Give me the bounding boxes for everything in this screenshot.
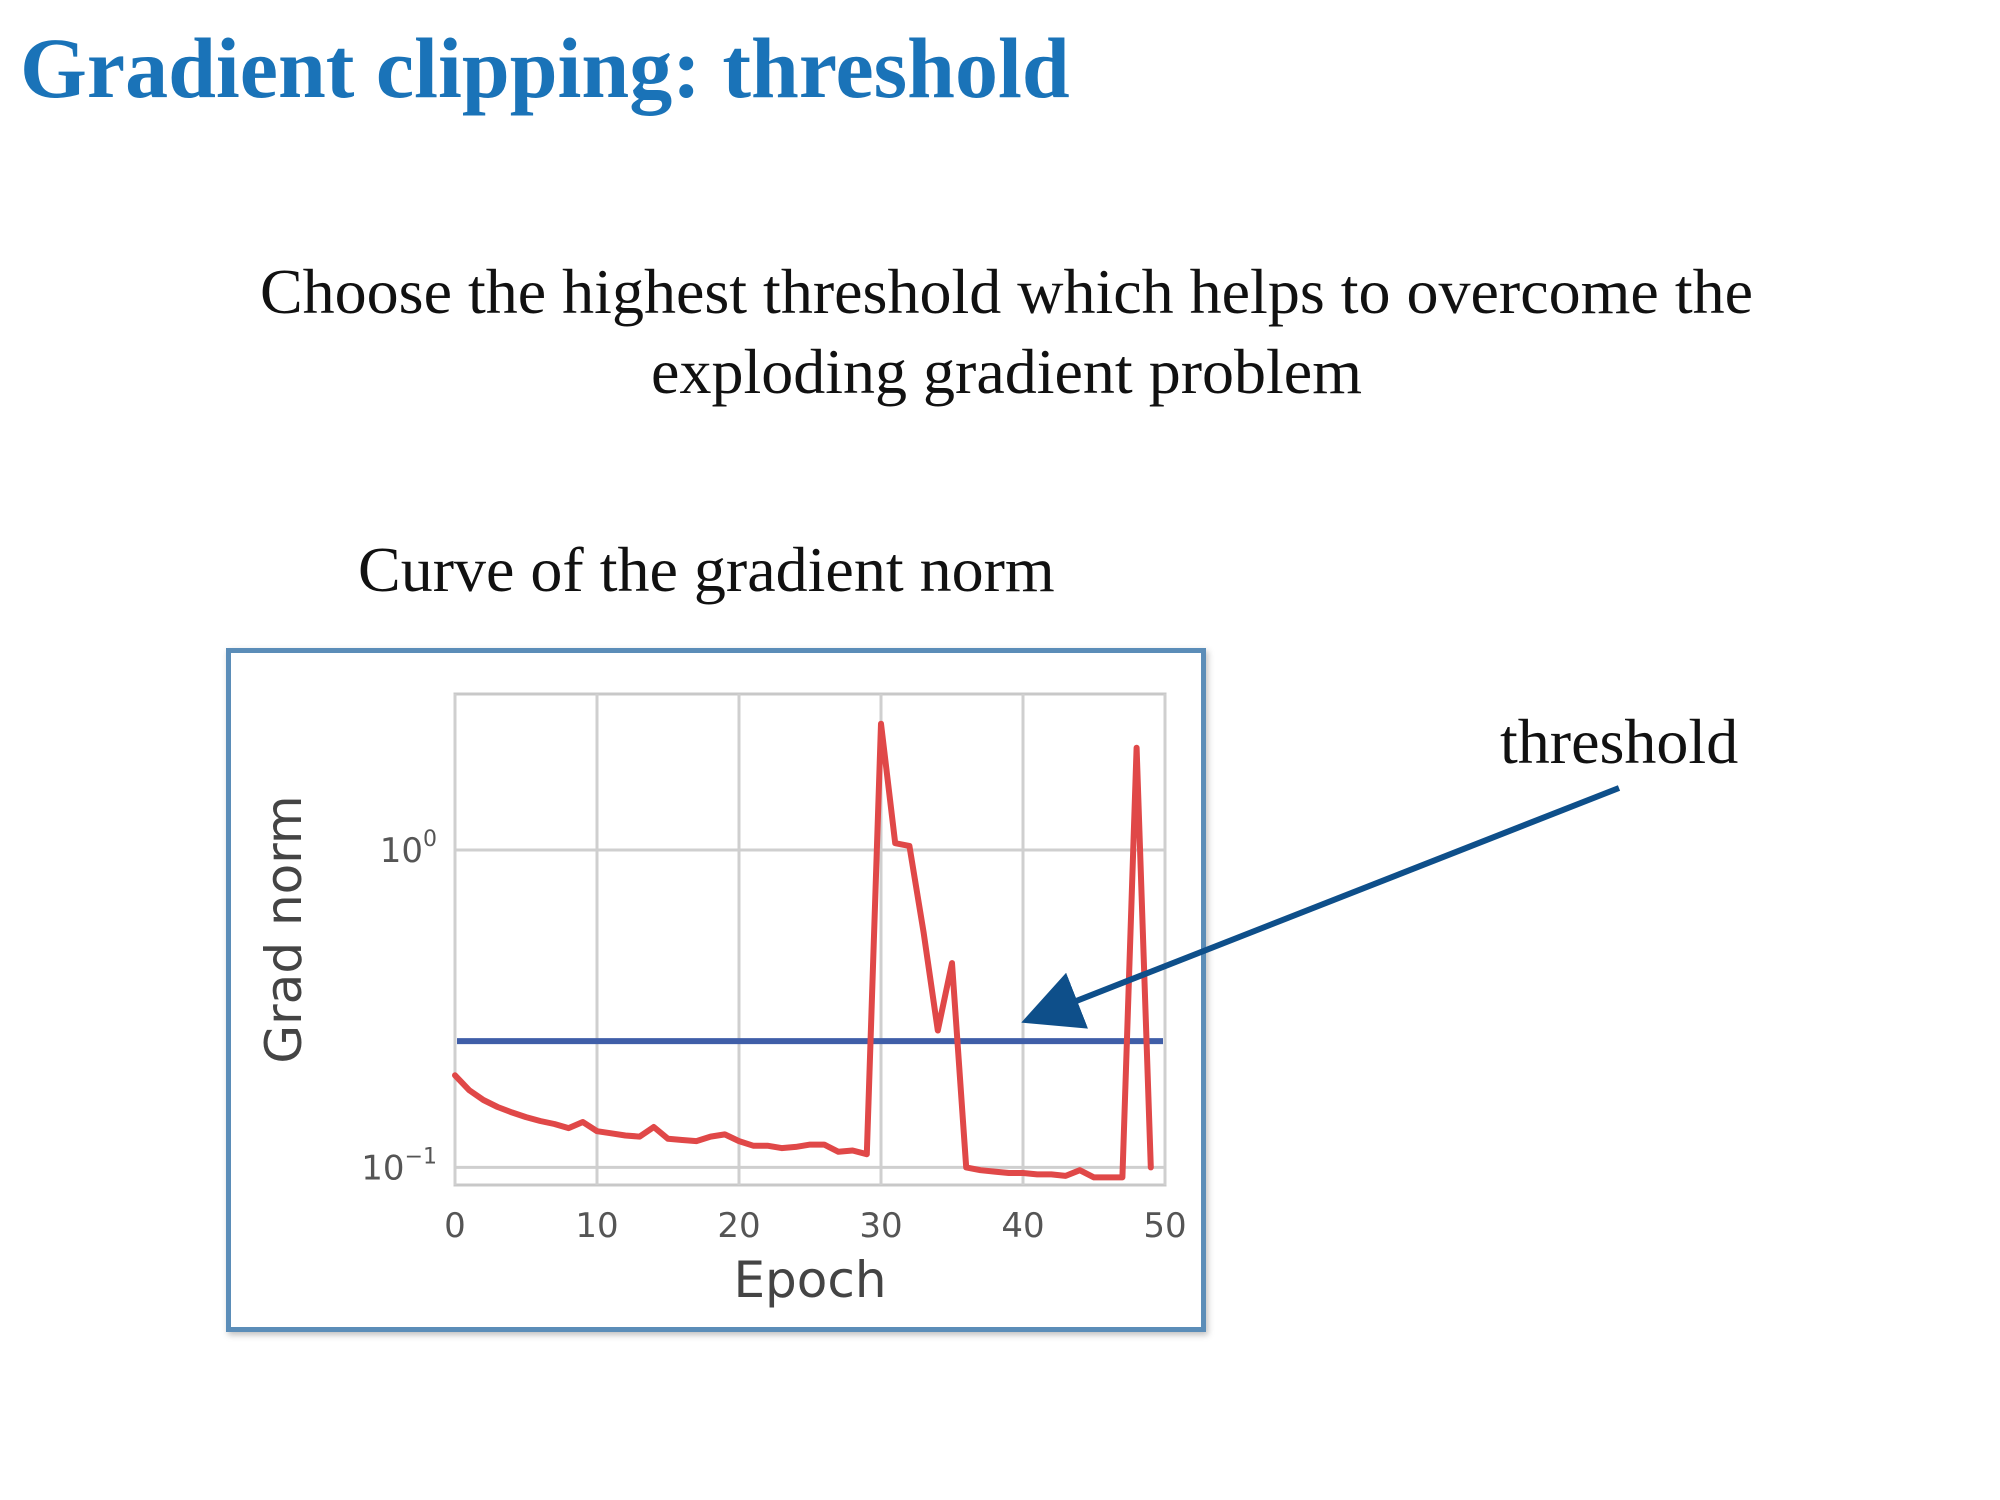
- y-tick-label: 100: [380, 827, 437, 871]
- slide-title: Gradient clipping: threshold: [20, 20, 1070, 116]
- y-tick-label: 10−1: [361, 1144, 437, 1188]
- x-tick-label: 20: [717, 1206, 760, 1246]
- subtitle-line-1: Choose the highest threshold which helps…: [259, 256, 1754, 327]
- x-tick-label: 50: [1143, 1206, 1186, 1246]
- threshold-annotation: threshold: [1500, 706, 1739, 777]
- grad-norm-chart: 0 10 20 30 40 50 10−1 100 Epoch Grad norm: [255, 692, 1187, 1309]
- x-tick-label: 0: [444, 1206, 466, 1246]
- x-tick-label: 40: [1001, 1206, 1044, 1246]
- x-tick-label: 30: [859, 1206, 902, 1246]
- subtitle-line-2: exploding gradient problem: [651, 336, 1362, 407]
- y-axis-label: Grad norm: [255, 795, 313, 1063]
- plot-area: [453, 692, 1167, 1187]
- x-tick-label: 10: [575, 1206, 618, 1246]
- x-axis-label: Epoch: [733, 1251, 886, 1309]
- chart-caption: Curve of the gradient norm: [358, 534, 1055, 605]
- chart-frame: 0 10 20 30 40 50 10−1 100 Epoch Grad norm: [226, 648, 1206, 1332]
- slide-subtitle: Choose the highest threshold which helps…: [0, 252, 2000, 412]
- grad-norm-series-line: [452, 720, 1154, 1181]
